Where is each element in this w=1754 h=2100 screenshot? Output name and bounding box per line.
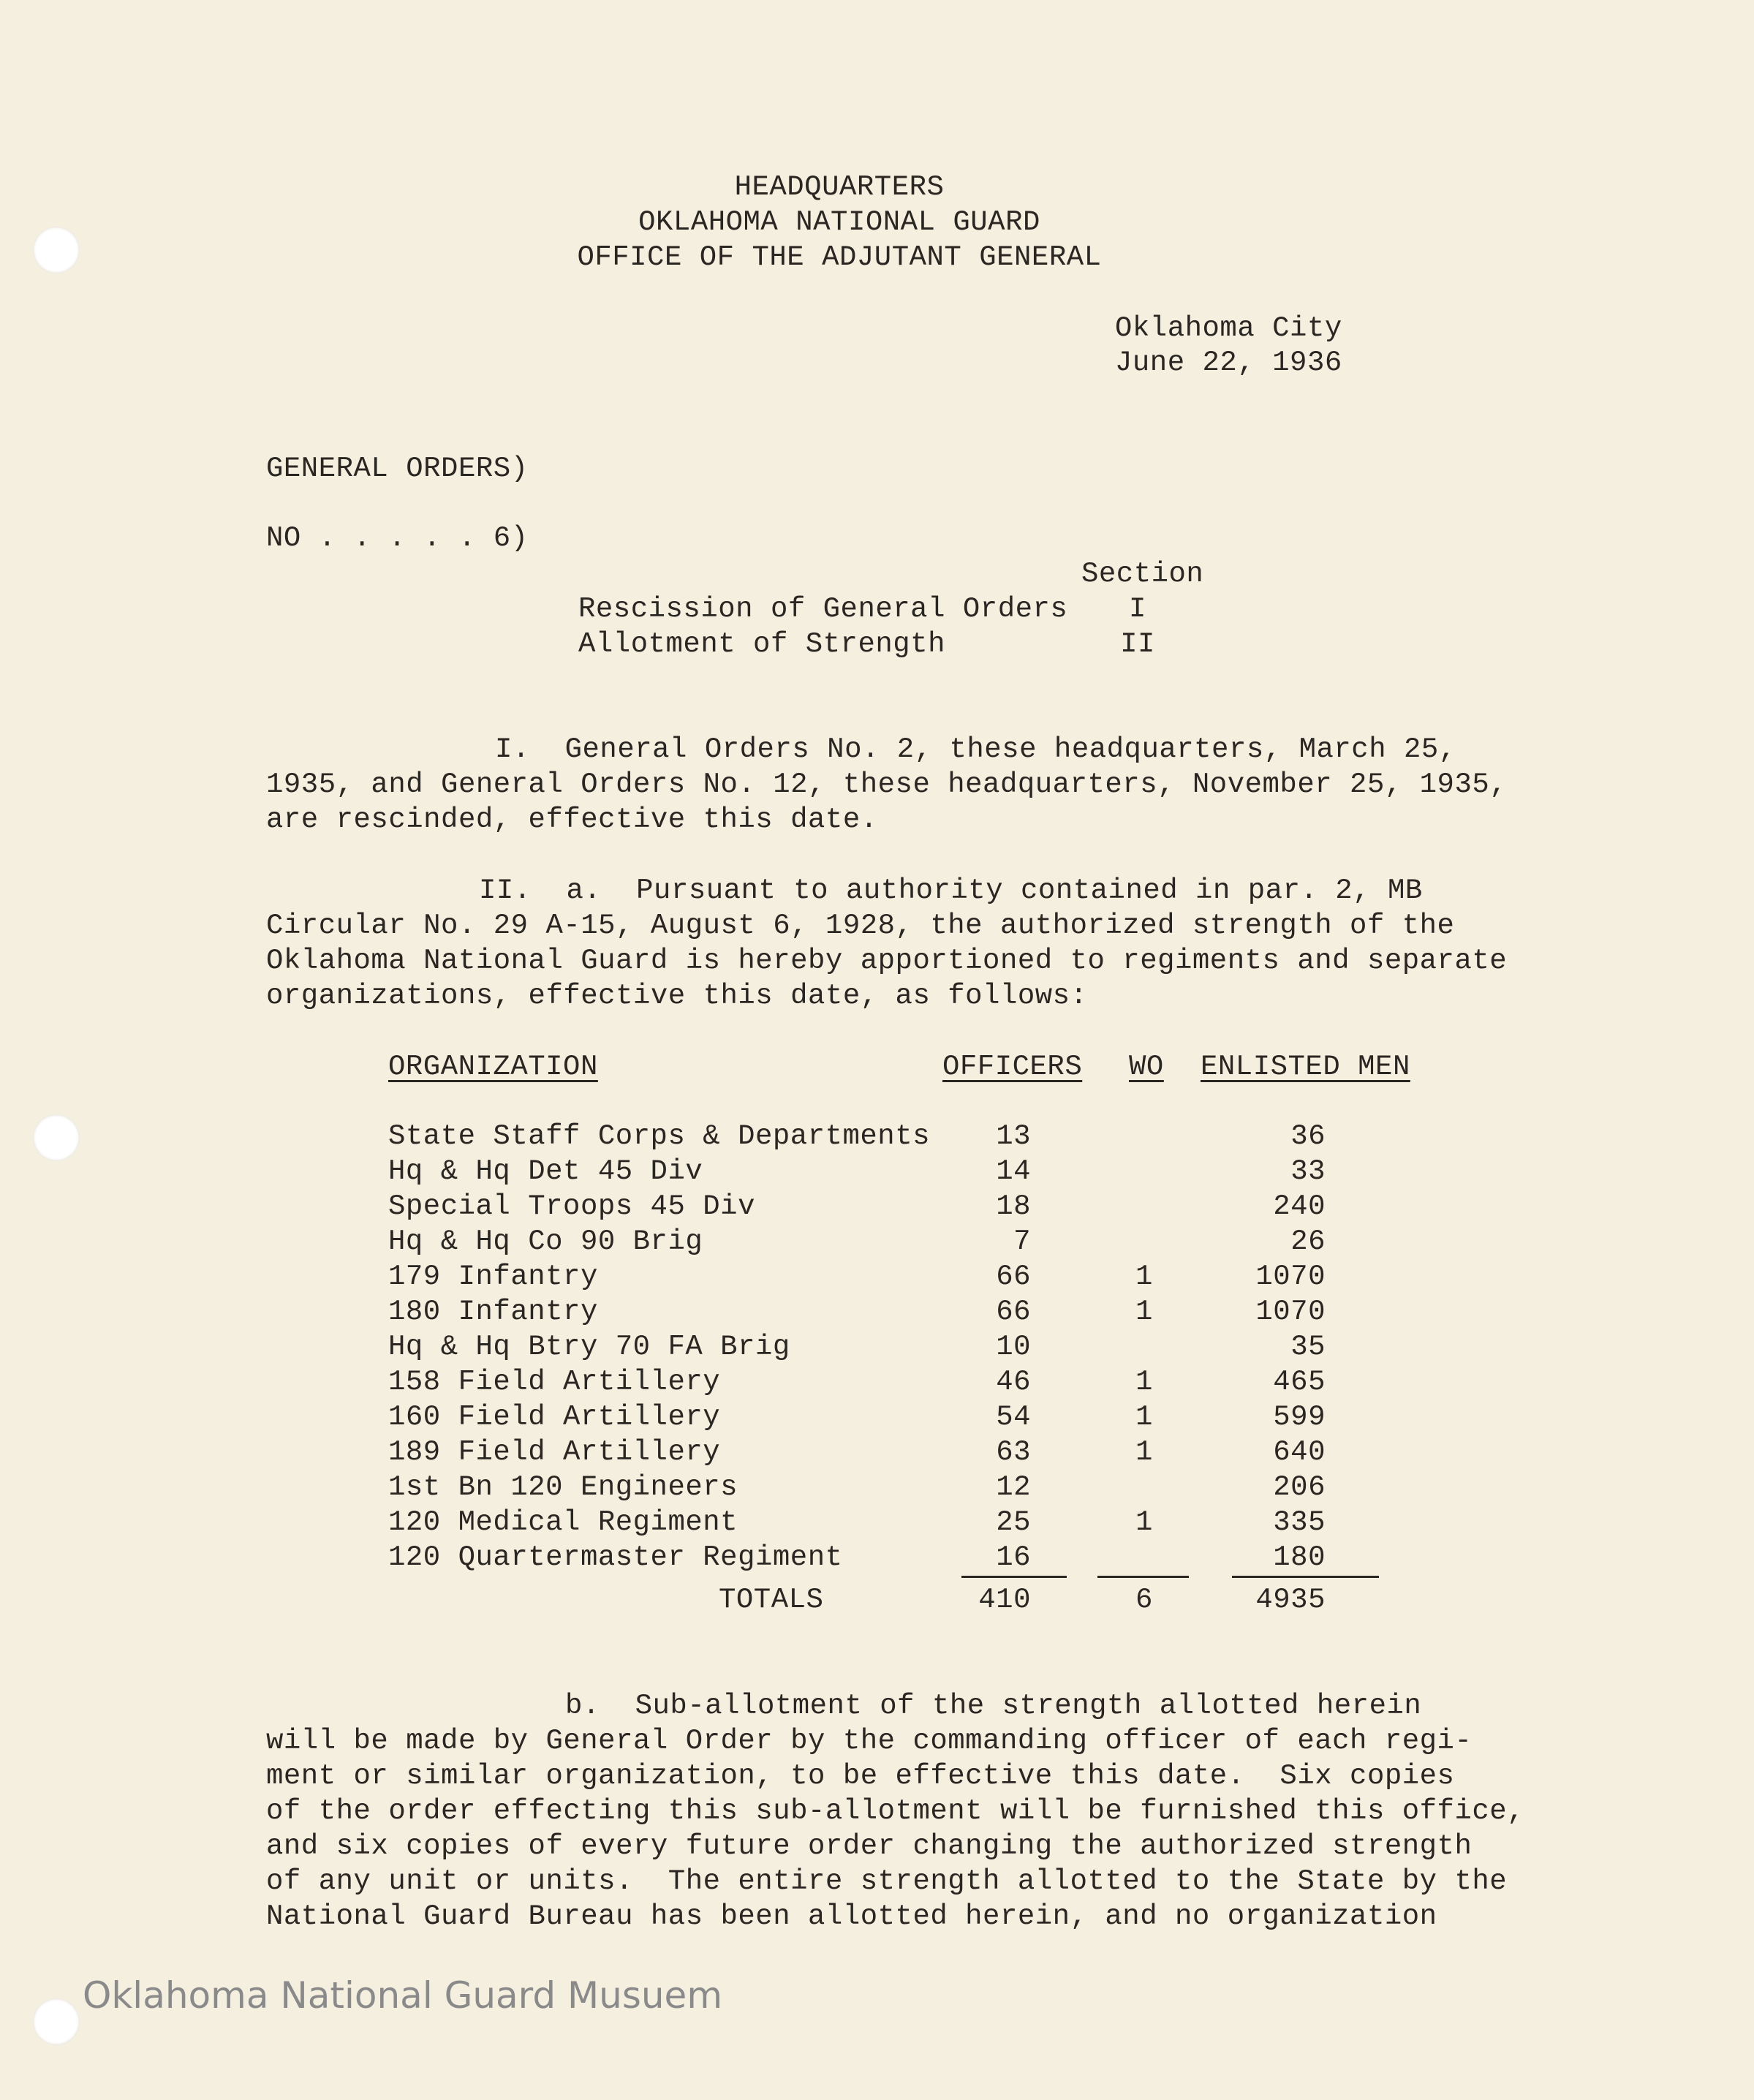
row-organization: Hq & Hq Det 45 Div <box>388 1155 703 1187</box>
column-header-enlisted: ENLISTED MEN <box>1201 1051 1410 1083</box>
general-orders-label: GENERAL ORDERS) <box>266 453 529 485</box>
row-organization: State Staff Corps & Departments <box>388 1120 931 1152</box>
column-header-organization: ORGANIZATION <box>388 1051 598 1083</box>
paragraph-line: ment or similar organization, to be effe… <box>266 1760 1455 1792</box>
row-enlisted: 640 <box>1273 1436 1326 1468</box>
row-officers: 7 <box>1013 1225 1031 1258</box>
contents-section: II <box>1120 628 1155 660</box>
paragraph-line: of the order effecting this sub-allotmen… <box>266 1795 1525 1827</box>
row-officers: 63 <box>996 1436 1031 1468</box>
paragraph-line: of any unit or units. The entire strengt… <box>266 1865 1508 1897</box>
row-organization: Hq & Hq Co 90 Brig <box>388 1225 703 1258</box>
paragraph-line: I. General Orders No. 2, these headquart… <box>495 733 1456 766</box>
row-enlisted: 240 <box>1273 1190 1326 1223</box>
row-wo: 1 <box>1135 1261 1153 1293</box>
row-wo: 1 <box>1135 1506 1153 1538</box>
row-wo: 1 <box>1135 1436 1153 1468</box>
row-enlisted: 36 <box>1290 1120 1326 1152</box>
row-enlisted: 35 <box>1290 1331 1326 1363</box>
column-header-officers: OFFICERS <box>942 1051 1083 1083</box>
row-wo: 1 <box>1135 1401 1153 1433</box>
row-organization: 189 Field Artillery <box>388 1436 721 1468</box>
section-header: Section <box>1081 558 1204 590</box>
row-organization: Hq & Hq Btry 70 FA Brig <box>388 1331 790 1363</box>
paragraph-line: will be made by General Order by the com… <box>266 1725 1473 1757</box>
row-wo: 1 <box>1135 1366 1153 1398</box>
row-officers: 66 <box>996 1296 1031 1328</box>
row-officers: 46 <box>996 1366 1031 1398</box>
row-enlisted: 206 <box>1273 1471 1326 1503</box>
row-enlisted: 180 <box>1273 1541 1326 1574</box>
watermark: Oklahoma National Guard Musuem <box>83 1974 723 2017</box>
total-rule <box>1232 1576 1379 1578</box>
letterhead-line: OFFICE OF THE ADJUTANT GENERAL <box>577 241 1102 273</box>
punch-hole <box>33 1114 80 1161</box>
paragraph-line: II. a. Pursuant to authority contained i… <box>479 875 1423 907</box>
row-officers: 12 <box>996 1471 1031 1503</box>
column-header-wo: WO <box>1129 1051 1164 1083</box>
contents-section: I <box>1129 593 1146 625</box>
row-enlisted: 26 <box>1290 1225 1326 1258</box>
row-enlisted: 599 <box>1273 1401 1326 1433</box>
paragraph-line: Circular No. 29 A-15, August 6, 1928, th… <box>266 910 1455 942</box>
totals-label: TOTALS <box>719 1584 824 1616</box>
row-organization: 120 Quartermaster Regiment <box>388 1541 843 1574</box>
date: June 22, 1936 <box>1115 347 1342 379</box>
place: Oklahoma City <box>1115 312 1342 344</box>
contents-title: Allotment of Strength <box>578 628 945 660</box>
row-officers: 54 <box>996 1401 1031 1433</box>
paragraph-line: National Guard Bureau has been allotted … <box>266 1900 1437 1933</box>
row-organization: Special Troops 45 Div <box>388 1190 755 1223</box>
order-number: NO . . . . . 6) <box>266 522 529 554</box>
row-organization: 179 Infantry <box>388 1261 598 1293</box>
row-officers: 18 <box>996 1190 1031 1223</box>
total-officers: 410 <box>978 1584 1031 1616</box>
row-enlisted: 1070 <box>1255 1296 1326 1328</box>
total-wo: 6 <box>1135 1584 1153 1616</box>
row-officers: 25 <box>996 1506 1031 1538</box>
row-organization: 158 Field Artillery <box>388 1366 721 1398</box>
row-wo: 1 <box>1135 1296 1153 1328</box>
row-officers: 66 <box>996 1261 1031 1293</box>
row-enlisted: 335 <box>1273 1506 1326 1538</box>
paragraph-line: 1935, and General Orders No. 12, these h… <box>266 768 1508 801</box>
row-officers: 16 <box>996 1541 1031 1574</box>
paragraph-line: organizations, effective this date, as f… <box>266 980 1088 1012</box>
punch-hole <box>33 1998 80 2045</box>
total-rule <box>1097 1576 1189 1578</box>
paragraph-line: and six copies of every future order cha… <box>266 1830 1473 1862</box>
contents-title: Rescission of General Orders <box>578 593 1068 625</box>
row-enlisted: 33 <box>1290 1155 1326 1187</box>
row-officers: 14 <box>996 1155 1031 1187</box>
letterhead-line: HEADQUARTERS <box>734 171 945 203</box>
paragraph-line: Oklahoma National Guard is hereby apport… <box>266 945 1508 977</box>
total-enlisted: 4935 <box>1255 1584 1326 1616</box>
row-organization: 1st Bn 120 Engineers <box>388 1471 738 1503</box>
row-organization: 160 Field Artillery <box>388 1401 721 1433</box>
row-organization: 180 Infantry <box>388 1296 598 1328</box>
row-organization: 120 Medical Regiment <box>388 1506 738 1538</box>
row-enlisted: 465 <box>1273 1366 1326 1398</box>
total-rule <box>961 1576 1067 1578</box>
letterhead-line: OKLAHOMA NATIONAL GUARD <box>638 206 1040 238</box>
paragraph-line: b. Sub-allotment of the strength allotte… <box>565 1690 1422 1722</box>
row-officers: 10 <box>996 1331 1031 1363</box>
row-officers: 13 <box>996 1120 1031 1152</box>
paragraph-line: are rescinded, effective this date. <box>266 804 878 836</box>
row-enlisted: 1070 <box>1255 1261 1326 1293</box>
punch-hole <box>33 227 80 273</box>
